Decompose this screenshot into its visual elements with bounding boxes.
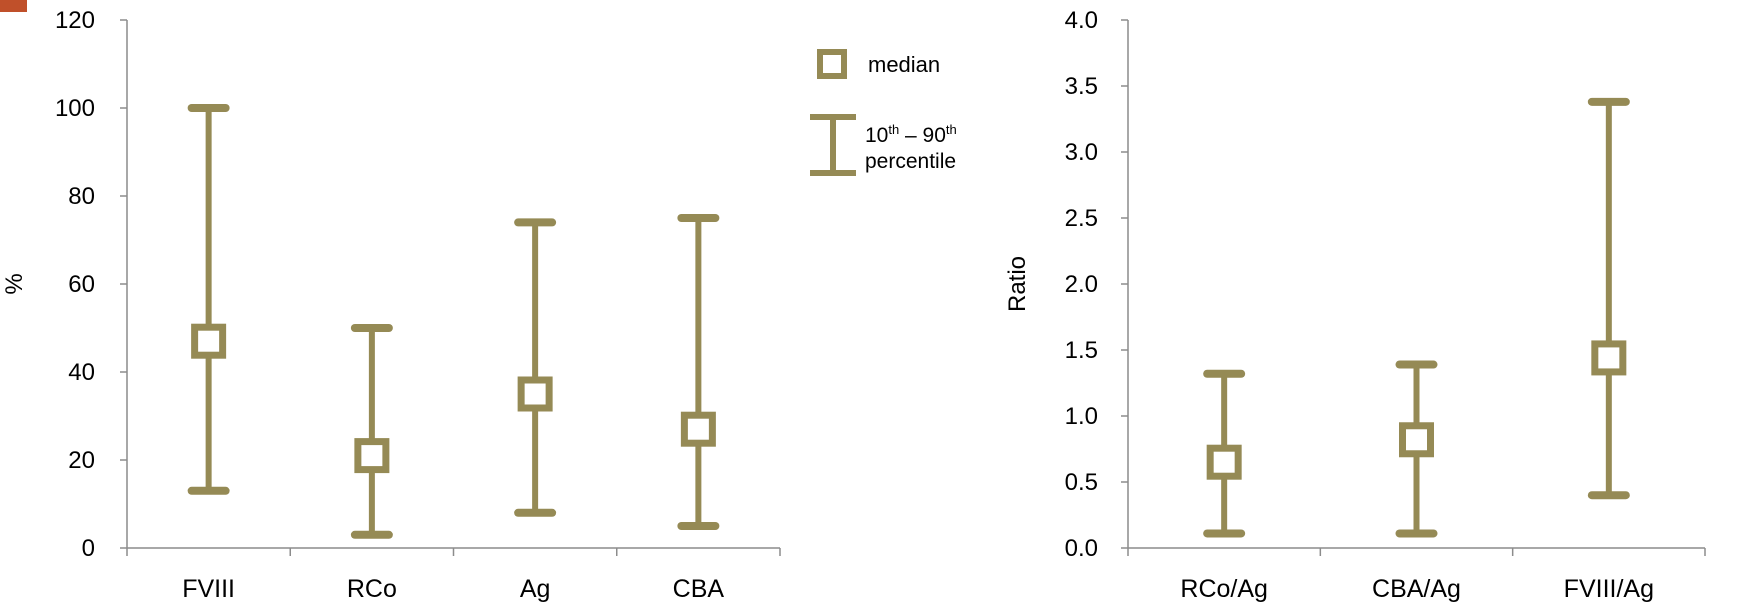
y-axis-label: %	[1, 273, 28, 294]
x-tick-label: RCo/Ag	[1180, 575, 1268, 603]
y-tick-label: 1.5	[1065, 337, 1098, 364]
y-tick-label: 80	[68, 183, 95, 210]
y-tick-label: 0	[82, 535, 95, 562]
legend-range-sup2: th	[946, 122, 957, 137]
legend-range-10: 10	[865, 124, 888, 147]
legend-range-dash90: – 90	[899, 124, 946, 147]
x-tick-label: CBA/Ag	[1372, 575, 1461, 603]
y-tick-label: 4.0	[1065, 7, 1098, 34]
y-tick-label: 40	[68, 359, 95, 386]
y-tick-label: 2.0	[1065, 271, 1098, 298]
y-axis-label: Ratio	[1004, 256, 1031, 312]
median-marker	[517, 376, 553, 412]
y-tick-label: 1.0	[1065, 403, 1098, 430]
y-tick-label: 0.5	[1065, 469, 1098, 496]
median-marker	[354, 438, 390, 474]
x-tick-label: Ag	[520, 575, 551, 603]
y-tick-label: 60	[68, 271, 95, 298]
median-marker	[1206, 444, 1242, 480]
x-tick-label: FVIII/Ag	[1564, 575, 1654, 603]
y-tick-label: 3.5	[1065, 73, 1098, 100]
legend-range-label-line1: 10th – 90th	[865, 122, 957, 147]
x-tick-label: RCo	[347, 575, 397, 603]
legend-range-label-line2: percentile	[865, 150, 956, 173]
legend-range-sup1: th	[888, 122, 899, 137]
median-marker	[1591, 340, 1627, 376]
chart-left-percent: 0 20 40 60 80 100 120% FVIII RCo Ag CBA	[1, 7, 781, 603]
y-tick-label: 100	[55, 95, 95, 122]
y-tick-label: 20	[68, 447, 95, 474]
legend-median-marker	[817, 49, 847, 79]
legend-median-label: median	[868, 52, 940, 77]
median-marker	[1399, 422, 1434, 458]
y-tick-label: 2.5	[1065, 205, 1098, 232]
x-tick-label: CBA	[673, 575, 725, 603]
median-marker	[680, 411, 716, 447]
median-marker	[191, 323, 227, 359]
y-tick-label: 120	[55, 7, 95, 34]
y-tick-label: 3.0	[1065, 139, 1098, 166]
chart-right-ratio: 0.0 0.5 1.0 1.5 2.0 2.5 3.0 3.5 4.0 Ratio RCo/Ag CB…	[1004, 7, 1706, 603]
x-tick-label: FVIII	[182, 575, 235, 603]
legend: median 10th – 90th percentile	[810, 49, 957, 176]
y-tick-label: 0.0	[1065, 535, 1098, 562]
corner-mark	[0, 0, 27, 12]
